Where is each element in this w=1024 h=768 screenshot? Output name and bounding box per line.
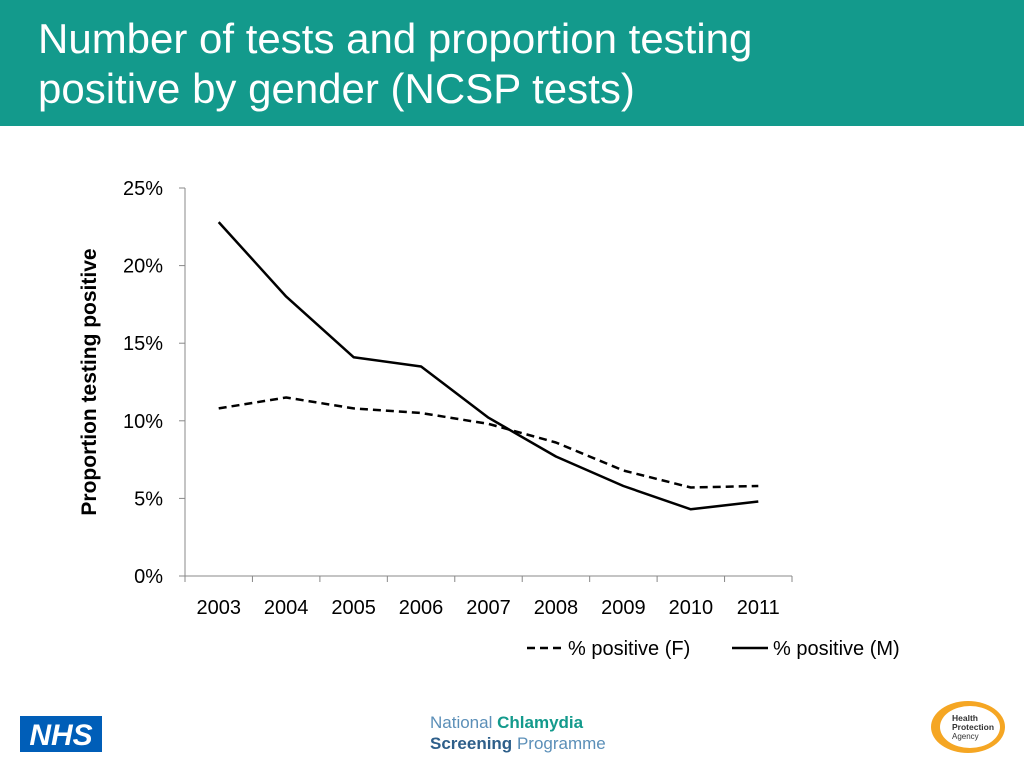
ncsp-programme: Programme (516, 734, 606, 753)
x-tick-label: 2006 (399, 597, 444, 619)
x-tick-label: 2011 (737, 597, 780, 619)
line-chart: 0% 5% 10% 15% 20% 25% 2003 2004 2005 2006 2007 2008… (78, 178, 900, 660)
title-line-2: positive by gender (NCSP tests) (38, 65, 635, 112)
ncsp-chlamydia: Chlamydia (497, 713, 584, 732)
legend-label: % positive (F) (568, 638, 690, 660)
series-line-male (217, 221, 759, 511)
y-tick-label: 5% (134, 488, 163, 510)
header-band (0, 0, 1024, 126)
hpa-line-3: Agency (952, 732, 979, 741)
ncsp-national: National (430, 713, 493, 732)
y-tick-label: 20% (123, 256, 163, 278)
ncsp-logo: National Chlamydia Screening Programme (430, 712, 670, 756)
y-tick-label: 0% (134, 566, 163, 588)
hpa-line-2: Protection (952, 722, 994, 732)
y-tick-label: 10% (123, 411, 163, 433)
x-tick-label: 2003 (196, 597, 241, 619)
ncsp-screening: Screening (430, 734, 513, 753)
y-tick-label: 25% (123, 178, 163, 200)
hpa-line-1: Health (952, 713, 978, 723)
hpa-logo: Health Protection Agency (928, 698, 1008, 756)
nhs-logo-text: NHS (29, 719, 92, 752)
x-tick-label: 2007 (466, 597, 511, 619)
nhs-logo: NHS (20, 716, 102, 752)
series-line-female (218, 396, 759, 489)
x-tick-label: 2009 (601, 597, 646, 619)
x-tick-label: 2004 (264, 597, 309, 619)
legend-label: % positive (M) (773, 638, 900, 660)
x-tick-label: 2008 (534, 597, 579, 619)
title-line-1: Number of tests and proportion testing (38, 15, 753, 62)
y-tick-label: 15% (123, 333, 163, 355)
slide-title: Number of tests and proportion testing p… (38, 14, 978, 114)
x-tick-label: 2010 (669, 597, 714, 619)
x-tick-label: 2005 (331, 597, 376, 619)
y-axis-title: Proportion testing positive (78, 248, 101, 515)
